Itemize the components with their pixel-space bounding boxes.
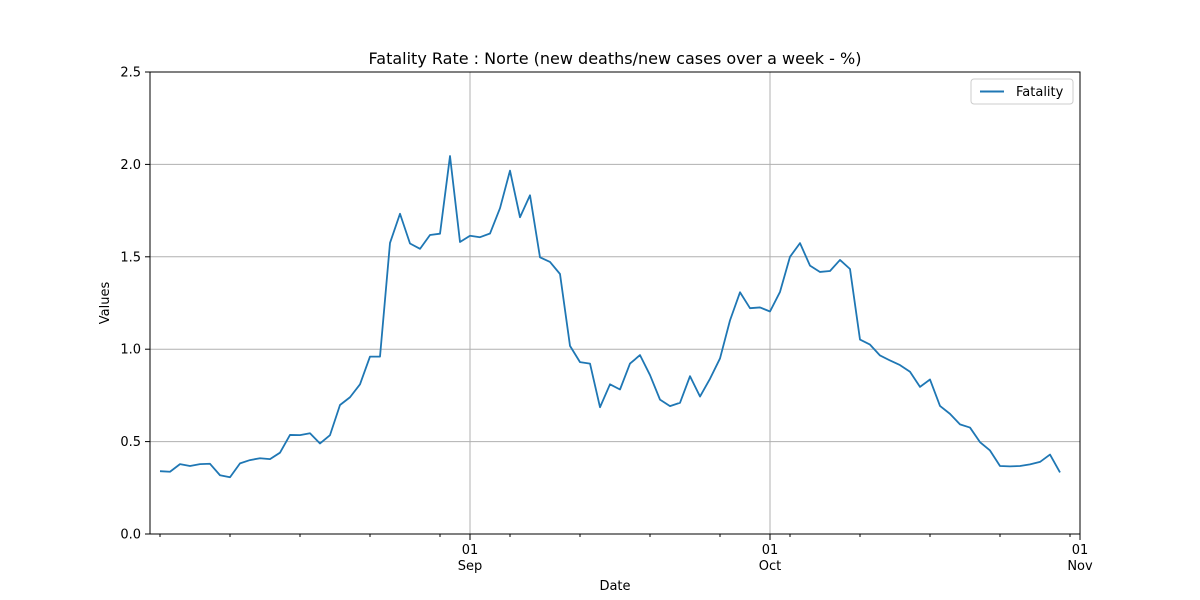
legend: Fatality bbox=[970, 78, 1074, 105]
legend-label-fatality: Fatality bbox=[1016, 85, 1064, 100]
chart-title: Fatality Rate : Norte (new deaths/new ca… bbox=[369, 49, 862, 68]
y-tick-label: 2.5 bbox=[120, 66, 141, 81]
x-tick-label-month: Oct bbox=[759, 559, 781, 574]
legend-box bbox=[970, 78, 1074, 105]
x-tick-label-month: Nov bbox=[1067, 559, 1093, 574]
y-tick-label: 1.0 bbox=[120, 343, 141, 358]
y-tick-label: 2.0 bbox=[120, 158, 141, 173]
x-tick-label-month: Sep bbox=[458, 559, 483, 574]
x-tick-label-day: 01 bbox=[762, 543, 779, 558]
plot-frame bbox=[149, 71, 1081, 535]
x-axis-label: Date bbox=[599, 579, 630, 594]
y-axis: 0.0 0.5 1.0 1.5 2.0 2.5 bbox=[120, 66, 150, 543]
x-tick-label-day: 01 bbox=[462, 543, 479, 558]
series-line-fatality bbox=[159, 155, 1061, 479]
y-tick-label: 0.5 bbox=[120, 435, 141, 450]
grid bbox=[150, 71, 1081, 535]
y-tick-label: 0.0 bbox=[120, 528, 141, 543]
y-tick-label: 1.5 bbox=[120, 250, 141, 265]
y-axis-label: Values bbox=[98, 282, 113, 325]
x-tick-label-day: 01 bbox=[1072, 543, 1089, 558]
